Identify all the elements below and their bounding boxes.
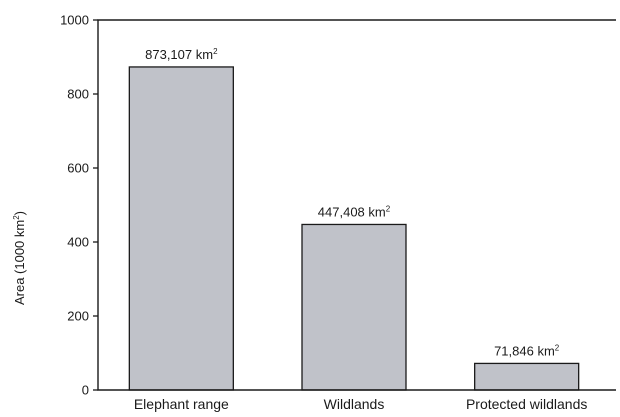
- bar-data-label: 447,408 km2: [318, 204, 391, 219]
- axes-frame: [97, 19, 616, 391]
- x-category-label: Protected wildlands: [466, 396, 587, 412]
- y-tick-label: 800: [67, 87, 89, 102]
- x-category-label: Wildlands: [324, 396, 385, 412]
- svg-text:Area (1000 km2): Area (1000 km2): [12, 211, 27, 305]
- bar: [128, 66, 234, 391]
- y-tick-label: 600: [67, 161, 89, 176]
- y-tick-label: 0: [82, 383, 89, 398]
- bar-data-label: 71,846 km2: [494, 343, 560, 358]
- x-category-label: Elephant range: [134, 396, 229, 412]
- y-axis-title-close: ): [12, 211, 27, 215]
- y-tick-label: 400: [67, 235, 89, 250]
- data-labels: 873,107 km2 447,408 km2 71,846 km2: [145, 47, 560, 358]
- y-axis-title-sup: 2: [12, 215, 21, 220]
- bar: [474, 362, 580, 391]
- y-axis-title-text: Area (1000 km: [12, 220, 27, 305]
- category-labels: Elephant range Wildlands Protected wildlan…: [134, 396, 588, 412]
- bar-data-label: 873,107 km2: [145, 47, 218, 62]
- y-tick-label: 200: [67, 309, 89, 324]
- bars: [128, 66, 580, 391]
- y-tick-label: 1000: [60, 13, 89, 28]
- y-axis-ticks: 0 200 400 600 800 1000: [60, 13, 98, 398]
- bar: [301, 223, 407, 391]
- y-axis-title: Area (1000 km2): [12, 211, 27, 305]
